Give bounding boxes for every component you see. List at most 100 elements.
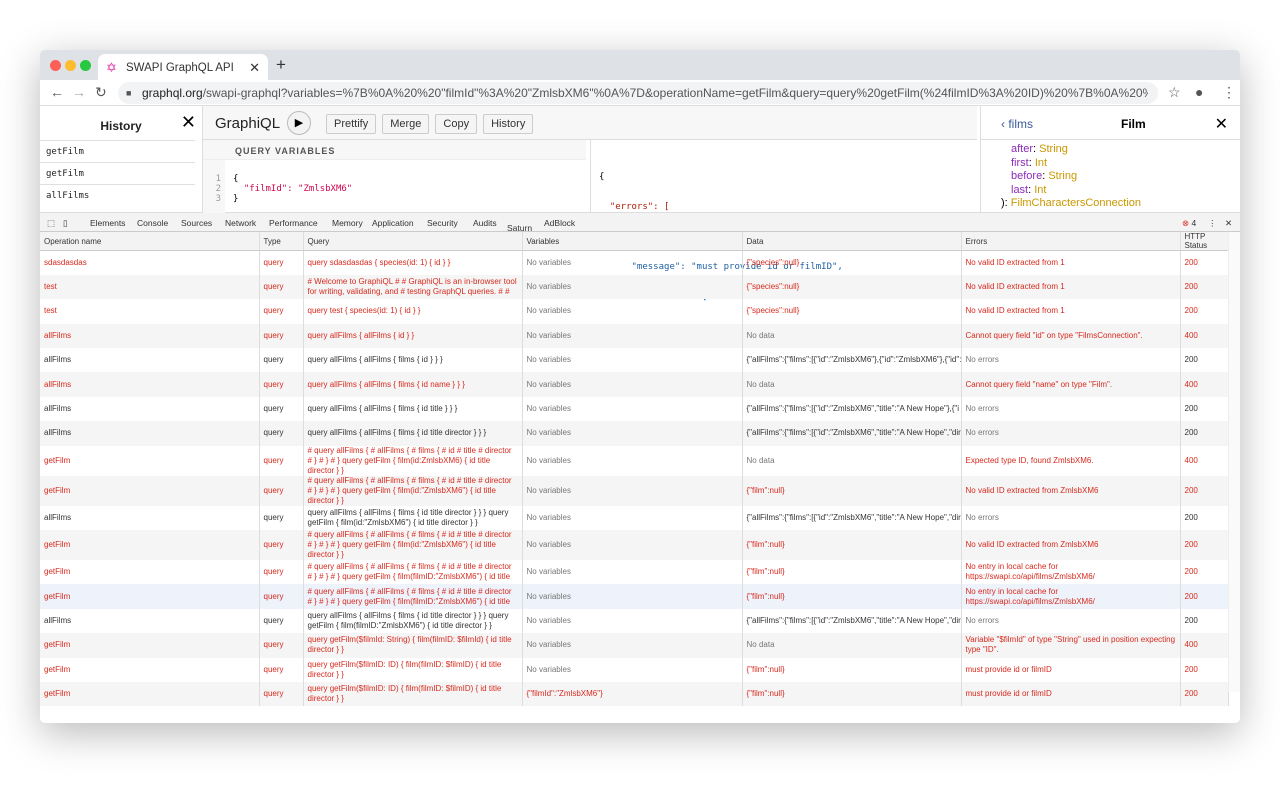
cell-query: query allFilms { allFilms { films { id t… [303, 608, 523, 634]
close-docs-icon[interactable]: ✕ [1214, 116, 1228, 133]
forward-icon[interactable]: → [72, 84, 86, 100]
arg-name[interactable]: last [1011, 183, 1029, 196]
cell-variables: No variables [522, 250, 743, 275]
devtools-tab-console[interactable]: Console [137, 218, 169, 228]
bookmark-star-icon[interactable]: ☆ [1168, 84, 1181, 100]
devtools-tab-elements[interactable]: Elements [90, 218, 126, 228]
cell-operation-name: allFilms [40, 505, 260, 531]
devtools-tab-audits[interactable]: Audits [473, 218, 497, 228]
arg-name[interactable]: after [1011, 143, 1034, 155]
tab-bar: ✡ SWAPI GraphQL API ✕ + [40, 50, 1240, 80]
cell-query: query allFilms { allFilms { films { id t… [303, 421, 523, 446]
cell-http-status: 200 [1180, 348, 1229, 373]
cell-data: {"film":null} [742, 681, 962, 707]
variables-editor[interactable]: { "filmId": "ZmlsbXM6"} [233, 174, 352, 204]
arg-name[interactable]: first [1011, 156, 1029, 169]
history-button[interactable]: History [483, 114, 534, 134]
devtools-tab-memory[interactable]: Memory [332, 218, 363, 228]
cell-operation-name: getFilm [40, 681, 260, 707]
devtools-tab-application[interactable]: Application [372, 218, 414, 228]
column-header-query[interactable]: Query [303, 232, 523, 251]
table-row[interactable]: allFilms query query allFilms { allFilms {… [40, 421, 1229, 446]
browser-tab[interactable]: ✡ SWAPI GraphQL API ✕ [98, 54, 268, 80]
docs-body: after: String first: Int before: String … [1001, 143, 1141, 209]
back-icon[interactable]: ← [50, 84, 64, 100]
return-type[interactable]: FilmCharactersConnection [1010, 197, 1141, 209]
table-row[interactable]: allFilms query query allFilms { allFilms {… [40, 372, 1229, 397]
table-row[interactable]: getFilm query query getFilm($filmID: ID) {… [40, 681, 1229, 707]
table-row[interactable]: getFilm query # query allFilms { # allFilm… [40, 530, 1229, 561]
arg-type[interactable]: String [1048, 170, 1078, 182]
table-row[interactable]: allFilms query query allFilms { allFilms {… [40, 396, 1229, 422]
code-line: "errors": [ [599, 202, 670, 212]
devtools-tab-adblock[interactable]: AdBlock [544, 218, 576, 228]
table-row[interactable]: sdasdasdas query query sdasdasdas { specie… [40, 250, 1229, 275]
arg-type[interactable]: Int [1034, 183, 1047, 196]
menu-icon[interactable]: ⋮ [1222, 84, 1236, 100]
column-header-type[interactable]: Type [259, 232, 304, 251]
cell-operation-name: getFilm [40, 530, 260, 561]
devtools-tab-performance[interactable]: Performance [269, 218, 318, 228]
inspect-element-icon[interactable]: ⬚ [47, 218, 56, 228]
arg-name[interactable]: before [1011, 170, 1043, 182]
table-row[interactable]: getFilm query # query allFilms { # allFilm… [40, 560, 1229, 585]
table-row[interactable]: getFilm query query getFilm($filmId: Strin… [40, 633, 1229, 658]
arg-type[interactable]: String [1039, 143, 1068, 155]
docs-back-label: films [1008, 117, 1034, 131]
cell-data: No data [742, 633, 962, 658]
close-window-button[interactable] [50, 60, 61, 71]
maximize-window-button[interactable] [80, 60, 91, 71]
cell-query: query getFilm($filmID: ID) { film(filmID… [303, 681, 523, 707]
device-toolbar-icon[interactable]: ▯ [63, 218, 68, 228]
url-input[interactable]: ■ graphql.org/swapi-graphql?variables=%7… [118, 82, 1158, 104]
table-row[interactable]: allFilms query query allFilms { allFilms {… [40, 608, 1229, 634]
column-header-errors[interactable]: Errors [961, 232, 1181, 251]
cell-query: query getFilm($filmId: String) { film(fi… [303, 633, 523, 658]
prettify-button[interactable]: Prettify [326, 114, 377, 134]
history-item[interactable]: getFilm [40, 162, 195, 184]
table-row[interactable]: allFilms query query allFilms { allFilms {… [40, 323, 1229, 349]
devtools-tab-network[interactable]: Network [225, 218, 257, 228]
docs-back-link[interactable]: ‹ films [1001, 117, 1034, 131]
saturn-requests-table: Operation name Type Query Variables Data Erro… [40, 232, 1229, 707]
table-row[interactable]: test query # Welcome to GraphiQL # # Graph… [40, 274, 1229, 300]
tab-title: SWAPI GraphQL API [126, 62, 234, 74]
close-tab-icon[interactable]: ✕ [249, 60, 260, 75]
merge-button[interactable]: Merge [382, 114, 430, 134]
table-row[interactable]: getFilm query # query allFilms { # allFilm… [40, 445, 1229, 476]
column-header-http-status[interactable]: HTTP Status [1180, 232, 1229, 251]
copy-button[interactable]: Copy [435, 114, 478, 134]
close-history-icon[interactable]: ✕ [180, 112, 196, 132]
cell-type: query [259, 348, 304, 373]
close-devtools-icon[interactable]: ✕ [1225, 218, 1233, 228]
profile-icon[interactable]: ● [1195, 84, 1204, 100]
new-tab-button[interactable]: + [276, 55, 286, 74]
column-header-data[interactable]: Data [742, 232, 962, 251]
error-count-badge[interactable]: ⊗ 4 [1182, 218, 1197, 228]
devtools-tab-sources[interactable]: Sources [181, 218, 213, 228]
table-row[interactable]: test query query test { species(id: 1) { i… [40, 299, 1229, 324]
cell-variables: No variables [522, 348, 743, 373]
column-header-operation-name[interactable]: Operation name [40, 232, 260, 251]
history-item[interactable]: allFilms [40, 184, 195, 206]
table-row[interactable]: getFilm query # query allFilms { # allFilm… [40, 584, 1229, 609]
table-scrollbar[interactable] [1228, 232, 1240, 692]
column-header-variables[interactable]: Variables [522, 232, 743, 251]
history-item[interactable]: getFilm [40, 140, 195, 162]
reload-icon[interactable]: ↻ [95, 84, 107, 100]
table-row[interactable]: allFilms query query allFilms { allFilms {… [40, 348, 1229, 373]
cell-http-status: 200 [1180, 657, 1229, 682]
cell-errors: No valid ID extracted from 1 [961, 299, 1181, 324]
table-row[interactable]: getFilm query query getFilm($filmID: ID) {… [40, 657, 1229, 682]
devtools-menu-icon[interactable]: ⋮ [1208, 218, 1217, 228]
cell-errors: No errors [961, 396, 1181, 422]
cell-variables: No variables [522, 299, 743, 324]
cell-http-status: 200 [1180, 608, 1229, 634]
minimize-window-button[interactable] [65, 60, 76, 71]
address-bar-row: ← → ↻ ■ graphql.org/swapi-graphql?variab… [40, 80, 1240, 106]
arg-type[interactable]: Int [1034, 156, 1048, 169]
run-query-button[interactable]: ▶ [287, 111, 311, 135]
devtools-tab-security[interactable]: Security [427, 218, 458, 228]
table-row[interactable]: allFilms query query allFilms { allFilms {… [40, 505, 1229, 531]
table-row[interactable]: getFilm query # query allFilms { # allFilm… [40, 475, 1229, 506]
